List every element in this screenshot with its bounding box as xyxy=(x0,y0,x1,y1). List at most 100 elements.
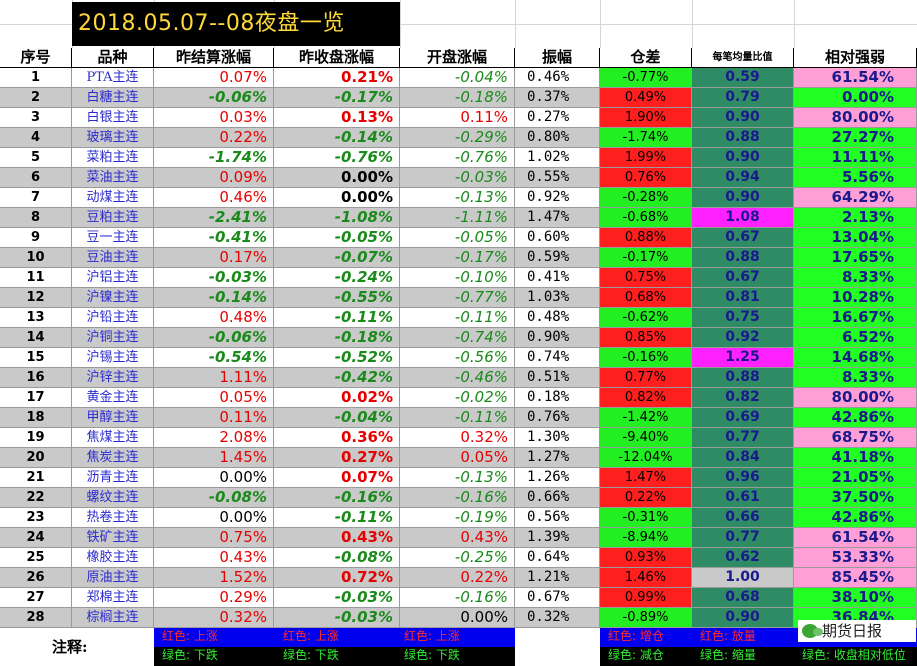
contract-name[interactable]: 豆一主连 xyxy=(72,228,154,248)
settle-change: 0.00% xyxy=(154,468,274,488)
position-change: 0.77% xyxy=(600,368,692,388)
relative-strength: 68.75% xyxy=(794,428,917,448)
relative-strength: 14.68% xyxy=(794,348,917,368)
open-change: 0.05% xyxy=(400,448,515,468)
position-change: 1.47% xyxy=(600,468,692,488)
avg-volume-ratio: 0.61 xyxy=(692,488,794,508)
column-header[interactable]: 相对强弱 xyxy=(794,48,917,68)
contract-name[interactable]: PTA主连 xyxy=(72,68,154,88)
contract-name[interactable]: 白糖主连 xyxy=(72,88,154,108)
amplitude: 0.59% xyxy=(515,248,600,268)
open-change: 0.32% xyxy=(400,428,515,448)
row-index: 11 xyxy=(0,268,72,288)
avg-volume-ratio: 1.00 xyxy=(692,568,794,588)
position-change: 1.90% xyxy=(600,108,692,128)
contract-name[interactable]: 黄金主连 xyxy=(72,388,154,408)
close-change: 0.07% xyxy=(274,468,400,488)
contract-name[interactable]: 焦炭主连 xyxy=(72,448,154,468)
column-header[interactable]: 开盘涨幅 xyxy=(400,48,515,68)
contract-name[interactable]: 豆油主连 xyxy=(72,248,154,268)
relative-strength: 8.33% xyxy=(794,368,917,388)
legend-red-up: 红色: 上涨 xyxy=(396,628,515,647)
contract-name[interactable]: 沪镍主连 xyxy=(72,288,154,308)
column-header[interactable]: 昨结算涨幅 xyxy=(154,48,274,68)
avg-volume-ratio: 1.25 xyxy=(692,348,794,368)
open-change: -0.17% xyxy=(400,248,515,268)
position-change: -8.94% xyxy=(600,528,692,548)
contract-name[interactable]: 沪锡主连 xyxy=(72,348,154,368)
column-header[interactable]: 昨收盘涨幅 xyxy=(274,48,400,68)
contract-name[interactable]: 白银主连 xyxy=(72,108,154,128)
row-index: 17 xyxy=(0,388,72,408)
avg-volume-ratio: 0.81 xyxy=(692,288,794,308)
settle-change: 0.05% xyxy=(154,388,274,408)
contract-name[interactable]: 棕榈主连 xyxy=(72,608,154,628)
settle-change: -0.54% xyxy=(154,348,274,368)
legend-green-down: 绿色: 下跌 xyxy=(396,647,515,666)
contract-name[interactable]: 焦煤主连 xyxy=(72,428,154,448)
position-change: -0.31% xyxy=(600,508,692,528)
contract-name[interactable]: 沪铜主连 xyxy=(72,328,154,348)
avg-volume-ratio: 0.68 xyxy=(692,588,794,608)
contract-name[interactable]: 沪锌主连 xyxy=(72,368,154,388)
position-change: -0.62% xyxy=(600,308,692,328)
close-change: 0.36% xyxy=(274,428,400,448)
settle-change: 0.09% xyxy=(154,168,274,188)
avg-volume-ratio: 0.90 xyxy=(692,188,794,208)
position-change: 0.49% xyxy=(600,88,692,108)
open-change: 0.11% xyxy=(400,108,515,128)
relative-strength: 10.28% xyxy=(794,288,917,308)
contract-name[interactable]: 菜粕主连 xyxy=(72,148,154,168)
open-change: -0.56% xyxy=(400,348,515,368)
legend-green-down: 绿色: 下跌 xyxy=(275,647,396,666)
contract-name[interactable]: 郑棉主连 xyxy=(72,588,154,608)
contract-name[interactable]: 动煤主连 xyxy=(72,188,154,208)
avg-volume-ratio: 1.08 xyxy=(692,208,794,228)
open-change: 0.43% xyxy=(400,528,515,548)
contract-name[interactable]: 原油主连 xyxy=(72,568,154,588)
open-change: -0.02% xyxy=(400,388,515,408)
settle-change: -0.08% xyxy=(154,488,274,508)
column-header[interactable]: 品种 xyxy=(72,48,154,68)
column-header[interactable]: 每笔均量比值 xyxy=(692,48,794,68)
settle-change: 0.22% xyxy=(154,128,274,148)
open-change: -0.19% xyxy=(400,508,515,528)
contract-name[interactable]: 螺纹主连 xyxy=(72,488,154,508)
settle-change: -0.06% xyxy=(154,328,274,348)
contract-name[interactable]: 铁矿主连 xyxy=(72,528,154,548)
relative-strength: 16.67% xyxy=(794,308,917,328)
position-change: 0.76% xyxy=(600,168,692,188)
contract-name[interactable]: 菜油主连 xyxy=(72,168,154,188)
relative-strength: 80.00% xyxy=(794,108,917,128)
settle-change: -1.74% xyxy=(154,148,274,168)
avg-volume-ratio: 0.82 xyxy=(692,388,794,408)
note-label: 注释: xyxy=(52,638,88,656)
contract-name[interactable]: 豆粕主连 xyxy=(72,208,154,228)
relative-strength: 21.05% xyxy=(794,468,917,488)
contract-name[interactable]: 沥青主连 xyxy=(72,468,154,488)
relative-strength: 61.54% xyxy=(794,528,917,548)
contract-name[interactable]: 沪铝主连 xyxy=(72,268,154,288)
position-change: -9.40% xyxy=(600,428,692,448)
contract-name[interactable]: 甲醇主连 xyxy=(72,408,154,428)
amplitude: 0.74% xyxy=(515,348,600,368)
column-header[interactable]: 序号 xyxy=(0,48,72,68)
contract-name[interactable]: 玻璃主连 xyxy=(72,128,154,148)
row-index: 25 xyxy=(0,548,72,568)
relative-strength: 85.45% xyxy=(794,568,917,588)
contract-name[interactable]: 热卷主连 xyxy=(72,508,154,528)
row-index: 2 xyxy=(0,88,72,108)
avg-volume-ratio: 0.88 xyxy=(692,248,794,268)
column-header[interactable]: 振幅 xyxy=(515,48,600,68)
contract-name[interactable]: 橡胶主连 xyxy=(72,548,154,568)
close-change: -0.76% xyxy=(274,148,400,168)
row-index: 10 xyxy=(0,248,72,268)
settle-change: 0.32% xyxy=(154,608,274,628)
row-index: 1 xyxy=(0,68,72,88)
avg-volume-ratio: 0.67 xyxy=(692,268,794,288)
column-header[interactable]: 仓差 xyxy=(600,48,692,68)
contract-name[interactable]: 沪铅主连 xyxy=(72,308,154,328)
close-change: -0.07% xyxy=(274,248,400,268)
amplitude: 0.32% xyxy=(515,608,600,628)
